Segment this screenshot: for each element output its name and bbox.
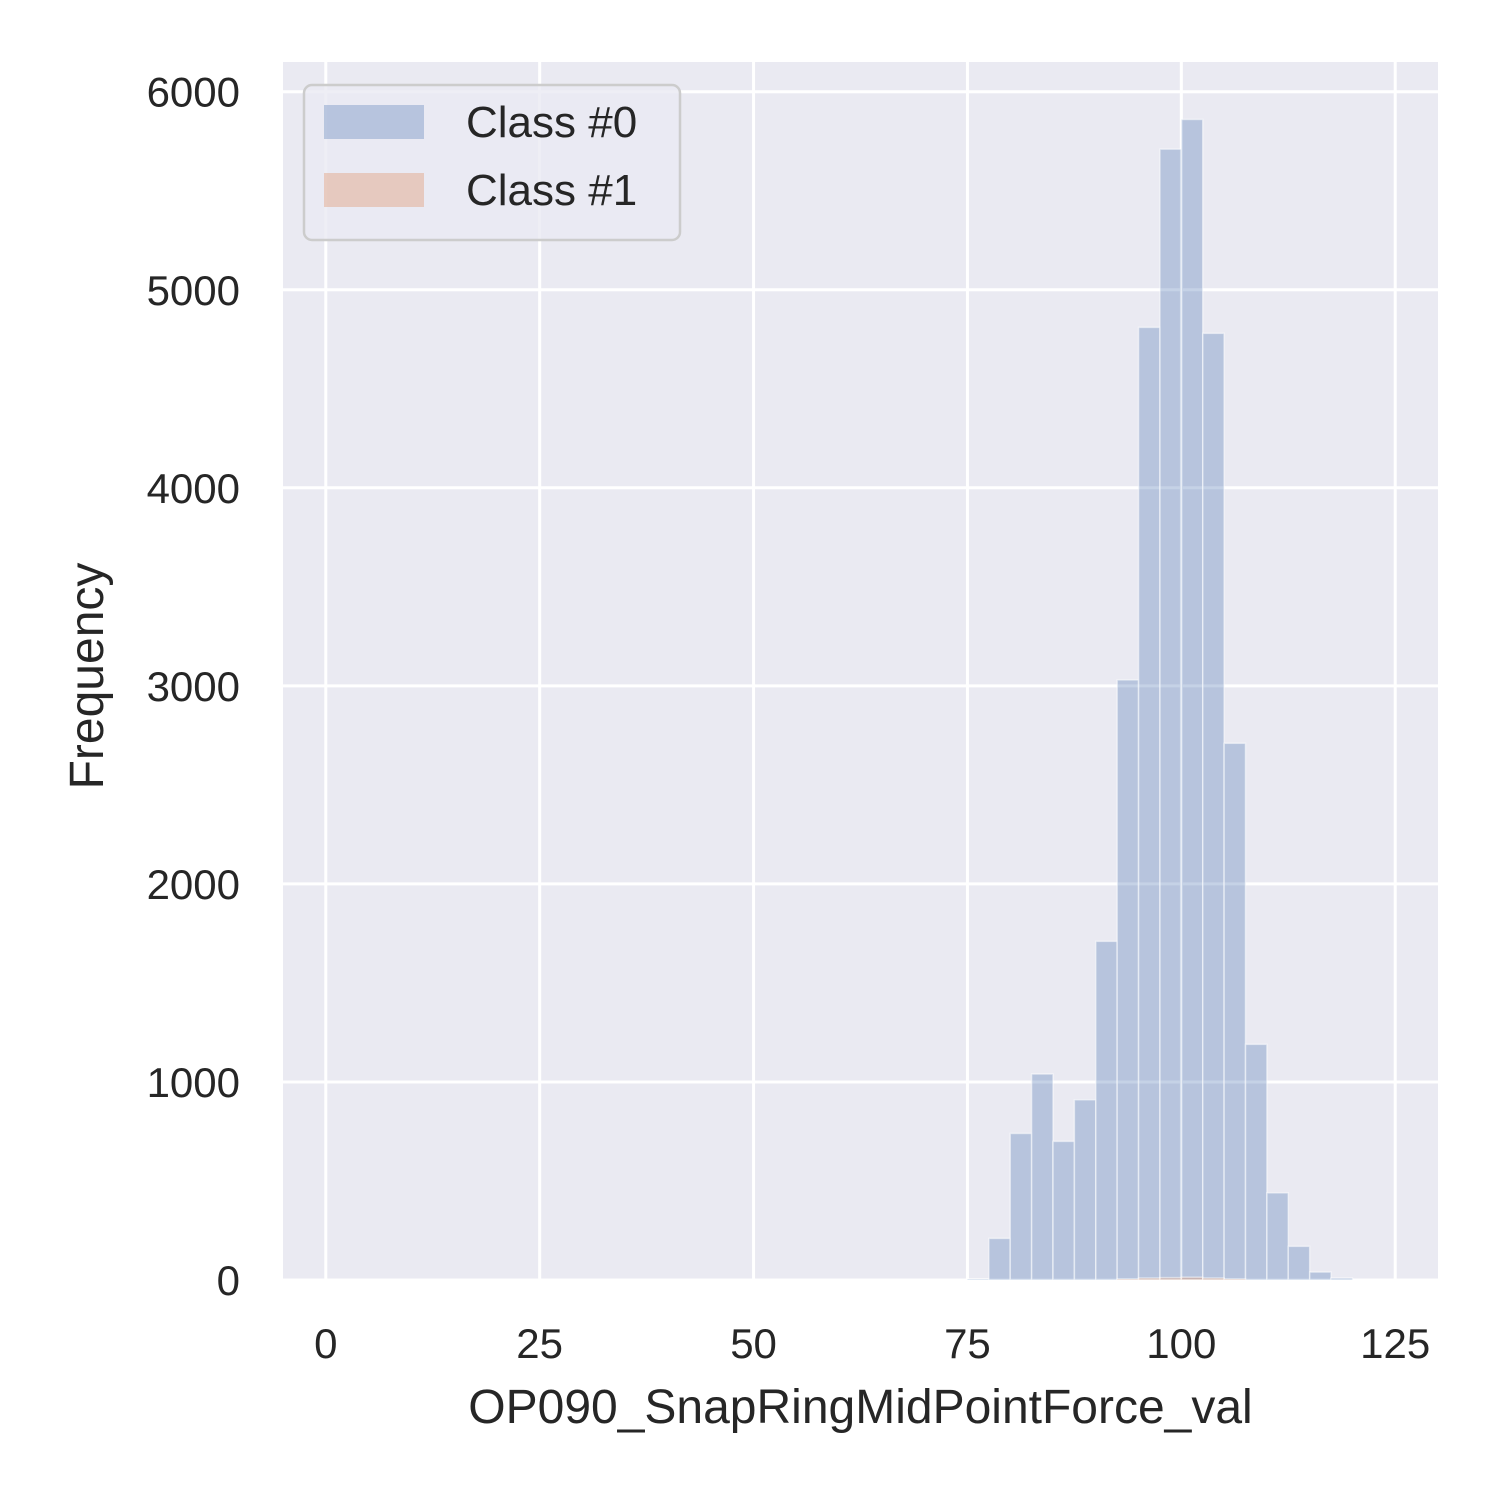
legend-swatch	[324, 105, 424, 139]
histogram-bar	[1223, 742, 1247, 1281]
bars	[966, 118, 1354, 1281]
y-tick-labels: 0 1000 2000 3000 4000 5000 6000	[147, 69, 240, 1304]
series-1	[1116, 1276, 1247, 1281]
histogram-bar	[1287, 1245, 1311, 1281]
series-0	[966, 118, 1354, 1281]
x-tick-label: 100	[1146, 1320, 1216, 1367]
legend-box	[302, 83, 682, 242]
y-tick-label: 3000	[147, 663, 240, 710]
histogram-bar	[988, 1237, 1011, 1281]
histogram-bar	[1030, 1073, 1054, 1281]
histogram-bar	[1180, 1276, 1204, 1281]
legend-label: Class #0	[466, 98, 637, 147]
histogram-bar	[1052, 1140, 1076, 1281]
histogram-bar	[1159, 1276, 1183, 1281]
histogram-bar	[1073, 1099, 1097, 1281]
histogram-bar	[1266, 1192, 1290, 1281]
legend-label: Class #1	[466, 166, 637, 215]
histogram-bar	[1180, 118, 1204, 1281]
x-tick-label: 25	[516, 1320, 563, 1367]
histogram-bar	[1330, 1277, 1354, 1281]
x-tick-label: 50	[730, 1320, 777, 1367]
x-tick-labels: 0 25 50 75 100 125	[314, 1320, 1430, 1367]
x-tick-label: 75	[944, 1320, 991, 1367]
legend: Class #0 Class #1	[302, 83, 682, 242]
x-axis-label: OP090_SnapRingMidPointForce_val	[468, 1381, 1252, 1434]
histogram-bar	[1201, 332, 1225, 1281]
y-tick-label: 6000	[147, 69, 240, 116]
histogram-bar	[1137, 1277, 1161, 1281]
legend-swatch	[324, 173, 424, 207]
y-tick-label: 2000	[147, 861, 240, 908]
histogram-bar	[1308, 1271, 1332, 1281]
histogram-bar	[1244, 1043, 1268, 1281]
histogram-bar	[1137, 326, 1161, 1281]
histogram-bar	[1116, 1278, 1140, 1281]
histogram-bar	[1159, 148, 1183, 1281]
histogram-bar	[966, 1278, 990, 1281]
x-tick-label: 0	[314, 1320, 337, 1367]
histogram-bar	[1095, 940, 1118, 1281]
histogram-bar	[1009, 1132, 1033, 1281]
histogram-bar	[1223, 1278, 1247, 1281]
histogram-bar	[1201, 1277, 1225, 1281]
y-tick-label: 5000	[147, 267, 240, 314]
y-tick-label: 4000	[147, 465, 240, 512]
histogram-bar	[1116, 679, 1140, 1281]
grid-lines	[283, 62, 1438, 1282]
y-tick-label: 0	[217, 1257, 240, 1304]
y-tick-label: 1000	[147, 1059, 240, 1106]
x-tick-label: 125	[1360, 1320, 1430, 1367]
y-axis-label: Frequency	[61, 563, 114, 790]
